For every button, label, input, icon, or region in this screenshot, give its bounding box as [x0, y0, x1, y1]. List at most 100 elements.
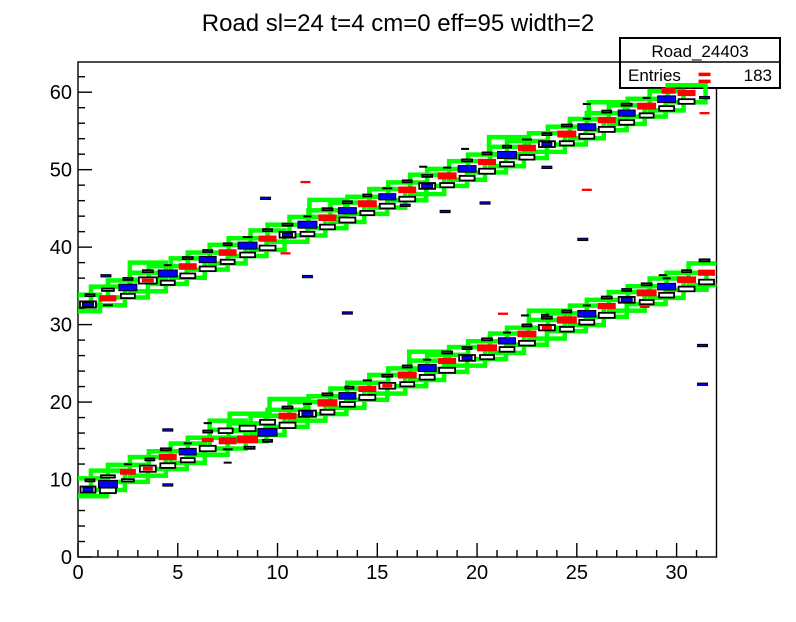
hit-hit-box-outline: [338, 401, 356, 408]
stats-entries-label: Entries: [628, 66, 681, 85]
x-tick-label: 20: [466, 562, 488, 584]
noise-hit-box-blue: [577, 237, 589, 242]
hit-hit-box-outline: [144, 457, 156, 462]
hit-hit-box-outline: [321, 392, 334, 397]
hit-hit-box-black: [423, 358, 432, 361]
hit-hit-box-outline: [399, 381, 416, 388]
hit-hit-box-outline: [378, 202, 396, 210]
noise-hit-box-red: [639, 305, 650, 308]
hit-hit-box-outline: [362, 193, 373, 198]
hit-hit-box-red: [178, 263, 197, 270]
hit-hit-box-red: [382, 384, 393, 388]
hit-hit-box-blue: [497, 150, 517, 159]
x-tick-label: 30: [665, 562, 687, 584]
hit-hit-box-red: [557, 130, 577, 138]
noise-hit-box-red: [661, 87, 676, 94]
hit-hit-box-outline: [481, 337, 493, 342]
noise-hit-box-blue: [439, 209, 451, 214]
hit-hit-box-outline: [601, 109, 613, 114]
noise-hit-box-black: [520, 314, 529, 317]
x-tick-label: 25: [566, 562, 588, 584]
hit-hit-box-red: [258, 235, 277, 242]
hit-hit-box-blue: [81, 302, 94, 307]
hit-hit-box-outline: [398, 195, 417, 203]
noise-hit-box-blue: [162, 428, 174, 432]
noise-hit-box-black: [658, 274, 667, 277]
x-tick-label: 10: [266, 562, 288, 584]
hit-hit-box-red: [677, 276, 697, 283]
hit-hit-box-black: [582, 304, 591, 307]
hit-hit-box-blue: [417, 364, 437, 372]
hit-hit-box-outline: [262, 228, 273, 233]
noise-hit-box-blue: [479, 201, 491, 205]
y-tick-label: 30: [50, 315, 72, 337]
hit-hit-box-outline: [640, 282, 653, 287]
noise-hit-box-black: [223, 461, 232, 464]
noise-hit-box-red: [581, 188, 592, 191]
hit-hit-box-outline: [597, 311, 616, 319]
hit-hit-box-red: [357, 200, 377, 208]
hit-hit-box-blue: [97, 480, 118, 489]
hit-hit-box-outline: [281, 405, 294, 410]
hit-hit-box-outline: [698, 278, 715, 286]
hit-hit-box-black: [222, 448, 233, 451]
noise-hit-box-black: [419, 165, 428, 168]
y-tick-label: 10: [50, 470, 72, 492]
noise-hit-box-blue: [341, 311, 353, 315]
hit-hit-box-outline: [179, 457, 196, 464]
hit-hit-box-blue: [457, 165, 477, 173]
hit-hit-box-outline: [239, 251, 256, 259]
x-tick-label: 15: [366, 562, 388, 584]
hit-hit-box-outline: [478, 167, 496, 175]
hit-hit-box-black: [102, 304, 113, 307]
hit-hit-box-outline: [541, 132, 553, 136]
hit-hit-box-outline: [222, 242, 233, 247]
hit-hit-box-outline: [561, 309, 573, 314]
stats-entries-value: 183: [744, 66, 772, 85]
hit-hit-box-red: [698, 269, 716, 276]
hit-hit-box-outline: [521, 323, 533, 328]
hit-hit-box-red: [438, 357, 457, 365]
hit-hit-box-black: [642, 96, 651, 99]
hit-hit-box-outline: [578, 133, 596, 140]
hit-hit-box-outline: [281, 222, 294, 227]
hit-hit-box-red: [278, 412, 297, 420]
hit-hit-box-outline: [299, 230, 316, 238]
hit-hit-box-outline: [458, 174, 476, 182]
hit-hit-box-outline: [122, 277, 134, 281]
hit-hit-box-blue: [198, 255, 217, 264]
hit-hit-box-black: [382, 187, 393, 190]
hit-hit-box-outline: [620, 102, 633, 107]
hit-hit-box-blue: [282, 232, 293, 237]
hit-hit-box-red: [141, 278, 154, 283]
hit-hit-box-outline: [558, 326, 575, 333]
hit-hit-box-outline: [578, 319, 596, 326]
hit-hit-box-outline: [658, 291, 675, 299]
hit-hit-box-blue: [301, 411, 314, 417]
hit-hit-box-outline: [441, 350, 454, 355]
hit-hit-box-red: [636, 289, 657, 297]
hit-hit-box-blue: [577, 123, 597, 131]
hit-hit-box-blue: [82, 487, 94, 493]
hit-hit-box-red: [478, 158, 497, 166]
hit-hit-box-outline: [498, 346, 516, 353]
hit-hit-box-red: [397, 371, 417, 379]
hit-hit-box-black: [443, 166, 452, 169]
hit-hit-box-outline: [618, 119, 636, 126]
hit-hit-box-outline: [341, 200, 353, 205]
hit-hit-box-red: [517, 144, 536, 152]
x-tick-label: 5: [172, 562, 183, 584]
hit-hit-box-red: [119, 468, 136, 475]
hit-hit-box-outline: [238, 424, 257, 433]
noise-hit-box-black: [582, 102, 591, 105]
hit-hit-box-blue: [237, 241, 258, 250]
hit-hit-box-outline: [499, 161, 515, 168]
hit-hit-box-black: [163, 264, 172, 267]
hit-hit-box-blue: [657, 95, 677, 103]
hit-hit-box-red: [218, 249, 237, 256]
hit-hit-box-outline: [597, 125, 616, 133]
hit-hit-box-black: [521, 138, 532, 141]
hit-hit-box-blue: [257, 427, 278, 437]
hit-hit-box-outline: [120, 478, 135, 483]
